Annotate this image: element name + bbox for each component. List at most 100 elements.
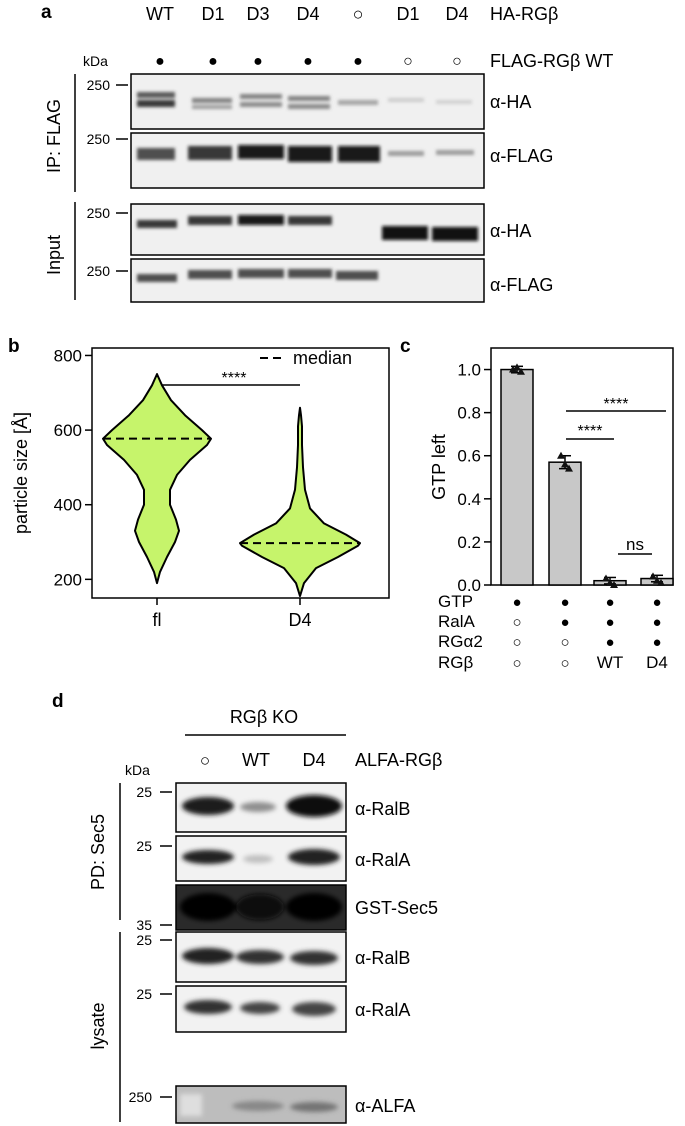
violin-x-axis: fl D4 xyxy=(153,598,312,630)
blot-pd-ralb: 25 α-RalB xyxy=(136,782,410,833)
data-point xyxy=(606,578,614,586)
group-label-input: Input xyxy=(44,235,64,275)
band xyxy=(236,894,284,920)
data-point xyxy=(513,363,521,371)
band xyxy=(188,270,232,279)
panel-a-flag-symbols: ● ● ● ● ● ○ ○ FLAG-RGβ WT xyxy=(155,51,613,71)
violin-y-axis: 800 600 400 200 xyxy=(54,346,92,589)
flag-symbol: ● xyxy=(208,53,218,70)
band xyxy=(238,215,284,225)
panel-b: b 800 600 400 200 fl D4 particle size [Å] me… xyxy=(8,336,390,630)
band xyxy=(432,227,478,241)
y-tick-label: 0.8 xyxy=(457,404,481,423)
marker-label: 25 xyxy=(136,784,152,800)
marker-label: 250 xyxy=(87,77,111,93)
condition-cell: ○ xyxy=(560,634,569,651)
band xyxy=(288,96,330,101)
blot-frame xyxy=(130,203,485,256)
data-point xyxy=(649,572,657,580)
band xyxy=(192,105,232,109)
legend-median-label: median xyxy=(293,348,352,368)
flag-symbol: ● xyxy=(155,53,165,70)
condition-cell: D4 xyxy=(646,653,668,672)
condition-cell: ○ xyxy=(512,614,521,631)
flag-symbol: ○ xyxy=(452,53,462,70)
row-label-alfa-rgb: ALFA-RGβ xyxy=(355,750,442,770)
band xyxy=(188,216,232,225)
band xyxy=(232,1101,284,1111)
x-tick-label: D4 xyxy=(288,610,311,630)
marker-label: 250 xyxy=(87,205,111,221)
y-tick-label: 0.0 xyxy=(457,576,481,595)
violin xyxy=(239,406,361,598)
y-tick-label: 600 xyxy=(54,421,82,440)
lane-label: D1 xyxy=(396,4,419,24)
band xyxy=(192,98,232,103)
antibody-label: α-RalA xyxy=(355,1000,410,1020)
blot-lysate-rala: 25 α-RalA xyxy=(136,985,410,1033)
antibody-label: α-FLAG xyxy=(490,146,553,166)
y-tick-label: 0.4 xyxy=(457,490,481,509)
band xyxy=(137,148,175,160)
blot-pd-rala: 25 α-RalA xyxy=(136,835,410,882)
blot-ip-ha: 250 α-HA xyxy=(87,73,531,130)
blot-lysate-ralb: 25 α-RalB xyxy=(136,931,410,983)
marker-label: 25 xyxy=(136,932,152,948)
row-label-ha-rgb: HA-RGβ xyxy=(490,4,558,24)
band xyxy=(388,98,424,102)
band xyxy=(188,146,232,160)
bars xyxy=(500,363,674,588)
band xyxy=(238,145,284,159)
violin-plot-frame xyxy=(91,347,390,599)
panel-a-letter: a xyxy=(41,2,52,23)
y-tick-label: 800 xyxy=(54,346,82,365)
lane-label: D4 xyxy=(445,4,468,24)
bar-chart-frame xyxy=(490,347,674,586)
band xyxy=(182,850,234,864)
band xyxy=(336,271,378,280)
blot-frame xyxy=(130,73,485,130)
condition-label: RGα2 xyxy=(438,632,483,651)
bar-y-axis-label: GTP left xyxy=(429,434,449,500)
band xyxy=(184,1000,232,1014)
lane-label: WT xyxy=(242,750,270,770)
bar xyxy=(548,461,582,586)
group-label-lysate: lysate xyxy=(88,1002,108,1049)
violin-y-axis-label: particle size [Å] xyxy=(11,412,31,534)
band xyxy=(240,94,282,99)
antibody-label: α-ALFA xyxy=(355,1096,415,1116)
band xyxy=(137,100,175,107)
bar-y-axis: 1.0 0.8 0.6 0.4 0.2 0.0 xyxy=(457,361,491,595)
blot-pd-gst-sec5: 35 GST-Sec5 xyxy=(136,884,438,933)
flag-symbol: ● xyxy=(303,53,313,70)
band xyxy=(137,220,177,228)
row-label-flag-rgb: FLAG-RGβ WT xyxy=(490,51,613,71)
antibody-label: α-HA xyxy=(490,92,531,112)
violins xyxy=(102,373,361,598)
band xyxy=(240,1002,280,1014)
lane-label: ○ xyxy=(200,751,210,770)
band xyxy=(288,269,332,278)
blot-frame xyxy=(130,258,485,303)
violin xyxy=(102,373,212,585)
panel-c-letter: c xyxy=(400,336,411,357)
condition-cell: WT xyxy=(597,653,623,672)
flag-symbol: ● xyxy=(353,53,363,70)
band xyxy=(388,151,424,156)
data-point xyxy=(557,451,565,459)
band xyxy=(436,150,474,155)
condition-table: GTP RalA RGα2 RGβ ● ● ● ● ○ ● ● ● ○ ○ ● … xyxy=(438,592,668,672)
condition-label: RalA xyxy=(438,612,476,631)
band xyxy=(288,849,340,865)
band xyxy=(137,274,177,282)
panel-a-lane-labels: WT D1 D3 D4 ○ D1 D4 HA-RGβ xyxy=(146,4,558,24)
condition-cell: ○ xyxy=(560,655,569,672)
band xyxy=(290,951,338,965)
flag-symbol: ● xyxy=(253,53,263,70)
panel-d: d RGβ KO ○ WT D4 ALFA-RGβ kDa PD: Sec5 l… xyxy=(52,691,442,1124)
y-tick-label: 400 xyxy=(54,496,82,515)
band xyxy=(182,797,234,815)
flag-symbol: ○ xyxy=(403,53,413,70)
group-label-pd: PD: Sec5 xyxy=(88,814,108,890)
significance-label-ns: ns xyxy=(626,535,644,554)
